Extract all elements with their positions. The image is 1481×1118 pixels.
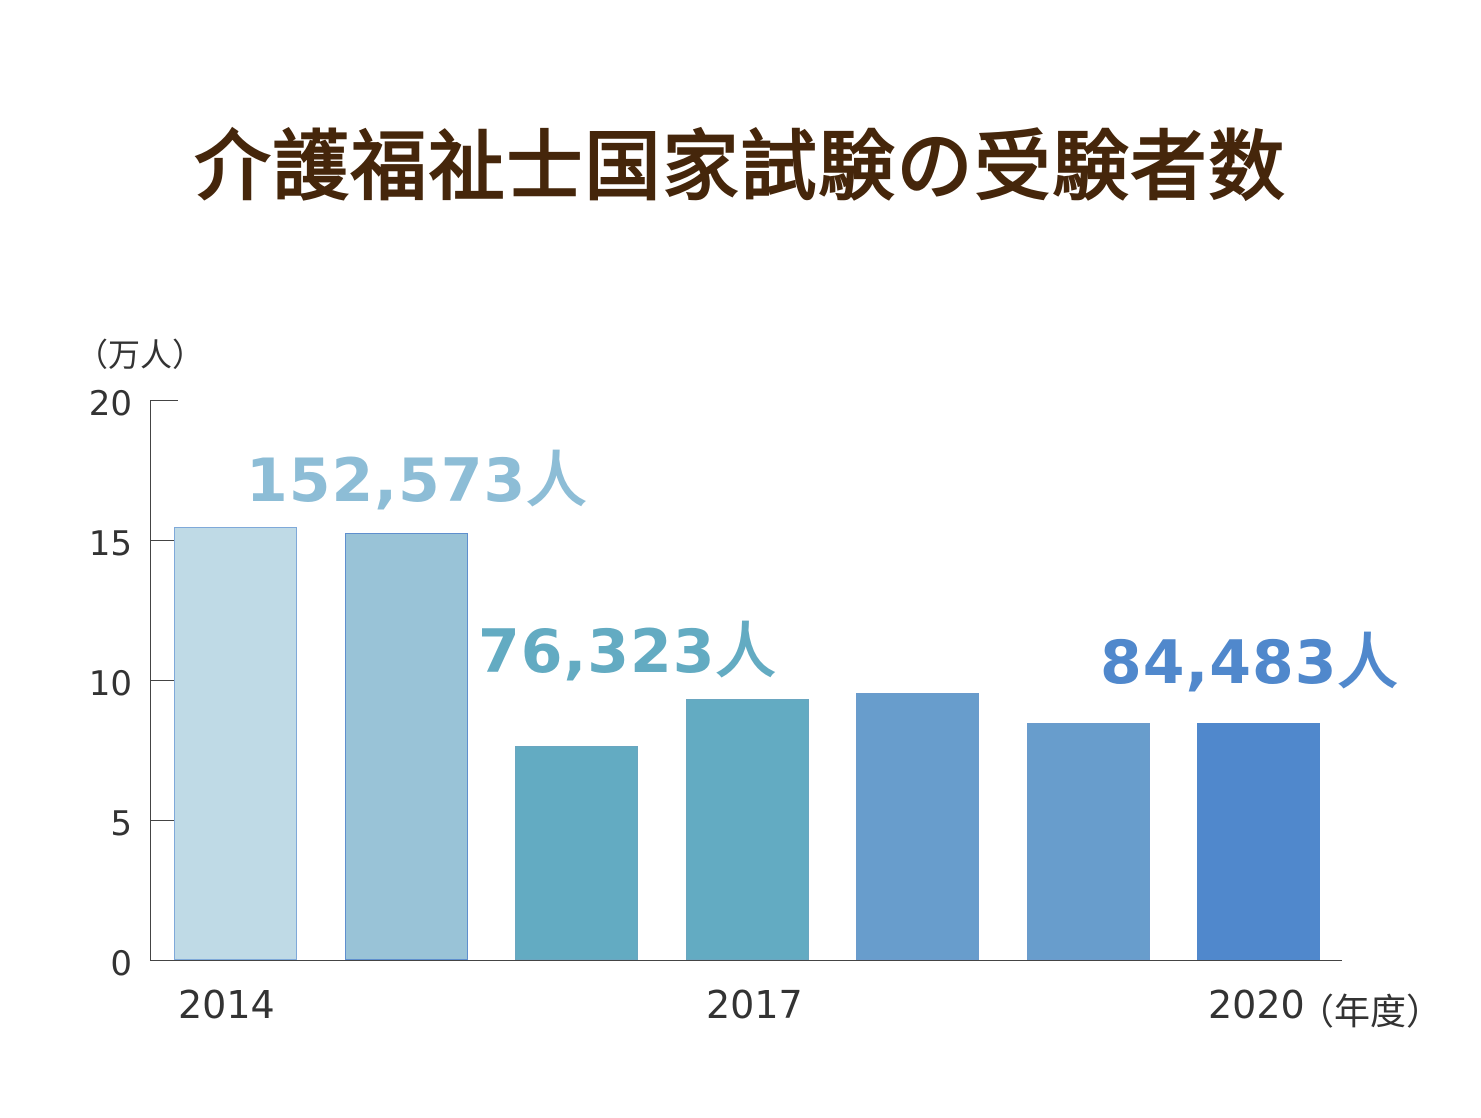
y-gridtick xyxy=(150,820,178,821)
x-tick-2017: 2017 xyxy=(706,983,803,1027)
y-tick-0: 0 xyxy=(110,944,132,984)
bar-2019 xyxy=(1026,723,1150,960)
value-label: 76,323人 xyxy=(478,617,777,687)
x-axis-unit: （年度） xyxy=(1298,992,1443,1033)
bar-2014 xyxy=(174,527,297,960)
chart-title: 介護福祉士国家試験の受験者数 xyxy=(194,122,1287,211)
y-gridtick xyxy=(150,400,178,401)
x-axis xyxy=(150,960,1342,961)
y-gridtick xyxy=(150,680,178,681)
y-axis-unit: （万人） xyxy=(76,336,205,374)
value-label: 152,573人 xyxy=(246,446,588,516)
y-tick-10: 10 xyxy=(88,664,132,704)
y-tick-20: 20 xyxy=(88,384,132,424)
value-label: 84,483人 xyxy=(1100,628,1399,698)
y-tick-15: 15 xyxy=(88,524,132,564)
y-tick-5: 5 xyxy=(110,804,132,844)
bar-2017 xyxy=(685,699,809,960)
x-tick-2020: 2020 xyxy=(1208,983,1305,1027)
x-tick-2014: 2014 xyxy=(178,983,275,1027)
bar-2018 xyxy=(856,692,979,960)
bar-2015 xyxy=(344,532,468,960)
bar-2016 xyxy=(515,746,638,960)
y-gridtick xyxy=(150,540,178,541)
bar-2020 xyxy=(1197,723,1320,960)
